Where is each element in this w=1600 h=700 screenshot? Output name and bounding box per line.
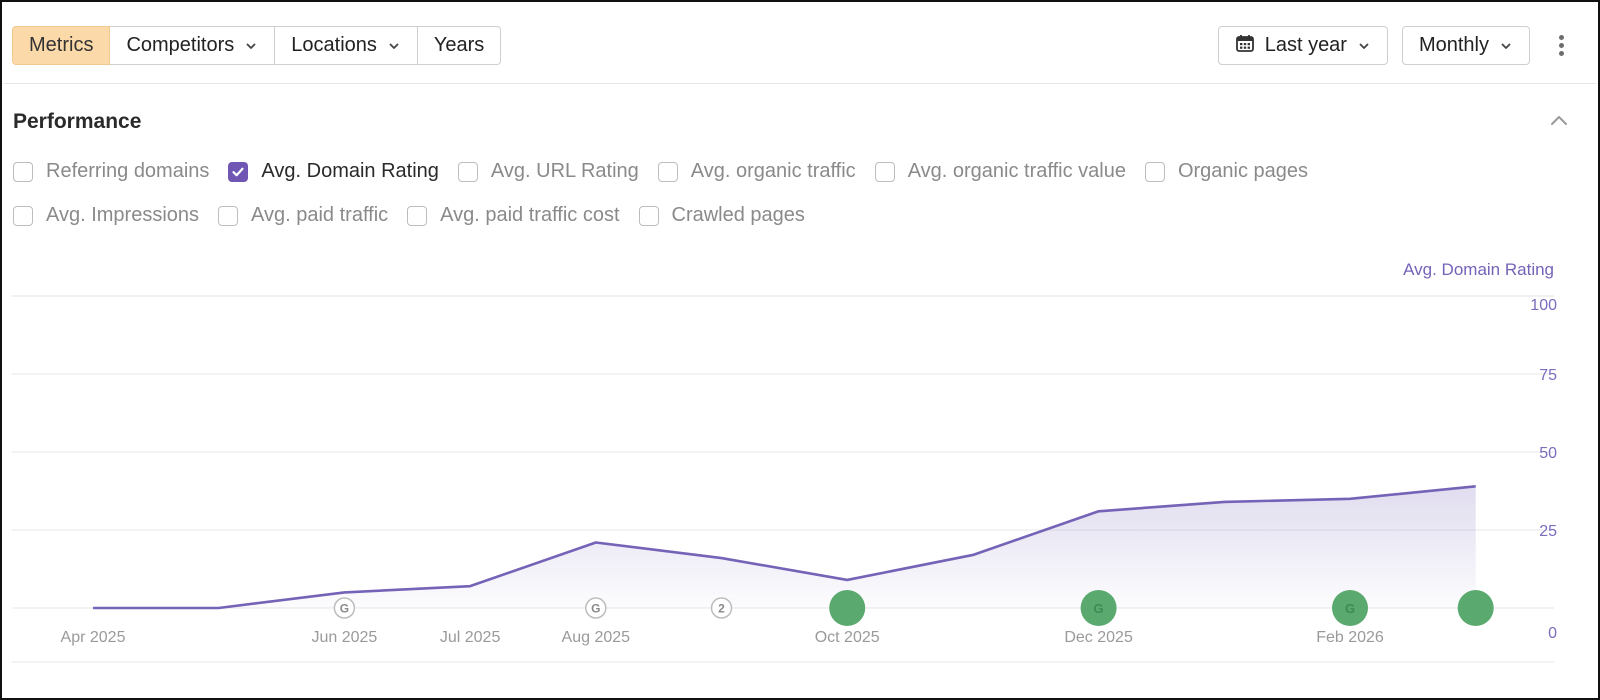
metric-label: Avg. Impressions [46, 204, 200, 226]
metric-option-avg-impressions[interactable]: Avg. Impressions [13, 204, 199, 227]
toolbar: Metrics Competitors Locations Years [12, 26, 1588, 66]
y-tick-label: 25 [1539, 523, 1557, 540]
x-tick-label: Oct 2025 [815, 629, 880, 646]
data-point [1097, 509, 1101, 513]
right-controls: Last year Monthly [1217, 26, 1588, 65]
event-marker [333, 597, 356, 619]
tab-metrics[interactable]: Metrics [12, 26, 111, 65]
metric-option-referring-domains[interactable]: Referring domains [13, 160, 209, 183]
event-marker [710, 597, 733, 619]
x-tick-label: Jun 2025 [311, 629, 377, 646]
metric-label: Organic pages [1177, 160, 1309, 182]
checkbox[interactable] [13, 161, 33, 182]
x-tick-label: Jul 2025 [440, 629, 501, 646]
checkbox[interactable] [457, 161, 478, 182]
domain-rating-chart: 0 25 50 75 100 Apr 2025 Jun 2025 Jul 2025 Aug 20… [12, 295, 1557, 663]
checkbox[interactable] [1144, 161, 1165, 182]
metric-option-avg-organic-traffic-value[interactable]: Avg. organic traffic value [874, 160, 1126, 183]
chevron-down-icon [387, 39, 401, 53]
x-tick-label: Dec 2025 [1064, 629, 1133, 646]
y-tick-label: 100 [1530, 297, 1557, 314]
metric-options-row-2: Avg. Impressions Avg. paid traffic Avg. pa… [13, 204, 824, 227]
data-point [91, 606, 95, 610]
metric-label: Avg. organic traffic [690, 160, 856, 182]
granularity-dropdown[interactable]: Monthly [1401, 26, 1530, 65]
series-line [93, 485, 1476, 610]
metric-label: Referring domains [46, 160, 210, 182]
tab-years[interactable]: Years [417, 26, 502, 65]
event-marker [585, 597, 607, 619]
chevron-down-icon [244, 39, 258, 53]
data-point [845, 578, 849, 582]
kebab-menu-icon[interactable] [1546, 26, 1576, 65]
event-marker [1457, 590, 1494, 626]
event-marker-label: 2 [718, 602, 725, 616]
series-axis-label: Avg. Domain Rating [1403, 260, 1554, 279]
data-point [342, 590, 346, 594]
x-tick-label: Apr 2025 [61, 629, 126, 646]
data-point [594, 540, 598, 544]
data-point [1474, 484, 1478, 488]
event-marker-label: G [340, 602, 349, 616]
period-label: Last year [1264, 34, 1347, 56]
chevron-down-icon [1499, 39, 1513, 53]
metric-label: Avg. paid traffic cost [440, 204, 620, 226]
y-tick-label: 0 [1548, 625, 1557, 642]
metric-label: Avg. Domain Rating [261, 160, 439, 182]
metric-label: Avg. organic traffic value [907, 160, 1126, 182]
toolbar-divider [4, 83, 1596, 84]
checkbox[interactable] [638, 205, 659, 226]
calendar-icon [1235, 33, 1255, 59]
granularity-label: Monthly [1418, 34, 1489, 56]
metric-option-avg-paid-traffic-cost[interactable]: Avg. paid traffic cost [407, 204, 620, 227]
data-point [468, 584, 472, 588]
x-tick-label: Aug 2025 [562, 629, 631, 646]
tab-competitors[interactable]: Competitors [110, 26, 276, 65]
series-area [93, 486, 1476, 608]
event-marker [1332, 590, 1368, 626]
checkbox[interactable] [657, 161, 678, 182]
event-marker-label: G [1094, 601, 1104, 616]
event-marker-label: G [1345, 601, 1355, 616]
view-segmented-control: Metrics Competitors Locations Years [12, 26, 502, 65]
y-tick-label: 75 [1539, 367, 1557, 384]
event-marker-label: G [591, 602, 600, 616]
checkbox[interactable] [407, 205, 428, 226]
tab-locations-label: Locations [291, 34, 377, 56]
metric-options-row-1: Referring domains Avg. Domain Rating Avg. … [13, 160, 1327, 183]
metric-option-crawled-pages[interactable]: Crawled pages [638, 204, 805, 227]
checkbox[interactable] [13, 205, 33, 226]
tab-locations[interactable]: Locations [275, 26, 418, 65]
metric-option-avg-organic-traffic[interactable]: Avg. organic traffic [657, 160, 856, 183]
chevron-up-icon[interactable] [1548, 110, 1570, 132]
checkbox[interactable] [874, 161, 895, 182]
chevron-down-icon [1357, 39, 1371, 53]
metric-label: Avg. URL Rating [490, 160, 639, 182]
data-point [1222, 500, 1226, 504]
data-point [217, 606, 221, 610]
period-dropdown[interactable]: Last year [1217, 26, 1388, 65]
tab-metrics-label: Metrics [29, 34, 94, 56]
metric-label: Avg. paid traffic [251, 204, 389, 226]
metric-option-avg-domain-rating[interactable]: Avg. Domain Rating [228, 160, 439, 183]
metric-label: Crawled pages [671, 204, 805, 226]
checkbox[interactable] [218, 205, 239, 226]
data-point [1348, 497, 1352, 501]
data-point [971, 553, 975, 557]
x-tick-label: Feb 2026 [1316, 629, 1384, 646]
data-point [720, 556, 724, 560]
tab-competitors-label: Competitors [126, 34, 235, 56]
checkmark-icon [232, 167, 245, 176]
event-marker [829, 590, 866, 626]
checkbox[interactable] [228, 161, 249, 182]
tab-years-label: Years [433, 34, 485, 56]
section-title: Performance [13, 110, 142, 133]
metric-option-avg-url-rating[interactable]: Avg. URL Rating [457, 160, 639, 183]
metric-option-avg-paid-traffic[interactable]: Avg. paid traffic [218, 204, 388, 227]
event-marker [1080, 590, 1117, 626]
metric-option-organic-pages[interactable]: Organic pages [1144, 160, 1309, 183]
y-tick-label: 50 [1539, 445, 1557, 462]
